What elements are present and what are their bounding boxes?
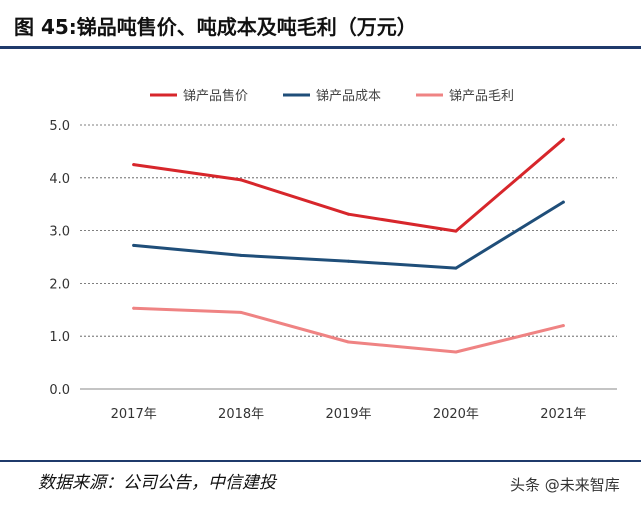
y-tick-label: 3.0 <box>49 225 70 240</box>
data-point <box>239 253 243 257</box>
data-point <box>454 350 458 354</box>
data-point <box>347 259 350 263</box>
x-axis: 2017年 2018年 2019年 2020年 2021年 <box>80 388 617 422</box>
series-line-0 <box>132 137 565 233</box>
data-point <box>454 266 458 270</box>
series-line-1 <box>132 200 565 270</box>
grid-lines <box>80 124 617 337</box>
x-tick-label: 2017年 <box>111 407 157 422</box>
data-point <box>239 178 243 182</box>
figure-title: 图 45:锑品吨售价、吨成本及吨毛利（万元） <box>14 15 417 39</box>
x-tick-label: 2020年 <box>433 407 479 422</box>
y-tick-label: 5.0 <box>49 119 70 134</box>
data-point <box>347 212 350 216</box>
data-point <box>454 229 458 233</box>
y-axis: 0.0 1.0 2.0 3.0 4.0 5.0 <box>49 119 70 398</box>
x-tick-label: 2019年 <box>325 407 371 422</box>
data-point <box>132 306 136 310</box>
y-tick-label: 0.0 <box>49 383 70 398</box>
y-tick-label: 2.0 <box>49 277 70 292</box>
data-point <box>561 324 565 328</box>
legend-label: 锑产品毛利 <box>449 89 514 104</box>
source-rule <box>0 460 641 462</box>
x-tick-label: 2021年 <box>540 407 586 422</box>
title-rule <box>0 46 641 49</box>
data-point <box>132 243 136 247</box>
data-point <box>132 163 136 167</box>
series-lines <box>132 137 565 354</box>
y-tick-label: 4.0 <box>49 172 70 187</box>
legend-label: 锑产品成本 <box>316 89 381 104</box>
source-note: 数据来源：公司公告，中信建投 <box>38 473 276 493</box>
legend: 锑产品售价 锑产品成本 锑产品毛利 <box>150 88 514 104</box>
data-point <box>561 200 565 204</box>
watermark: 头条 @未来智库 <box>510 476 620 494</box>
data-point <box>347 340 350 344</box>
legend-label: 锑产品售价 <box>183 88 248 104</box>
data-point <box>561 137 565 141</box>
series-line-2 <box>132 306 565 354</box>
data-point <box>239 310 243 314</box>
x-tick-label: 2018年 <box>218 407 264 422</box>
y-tick-label: 1.0 <box>49 330 70 345</box>
